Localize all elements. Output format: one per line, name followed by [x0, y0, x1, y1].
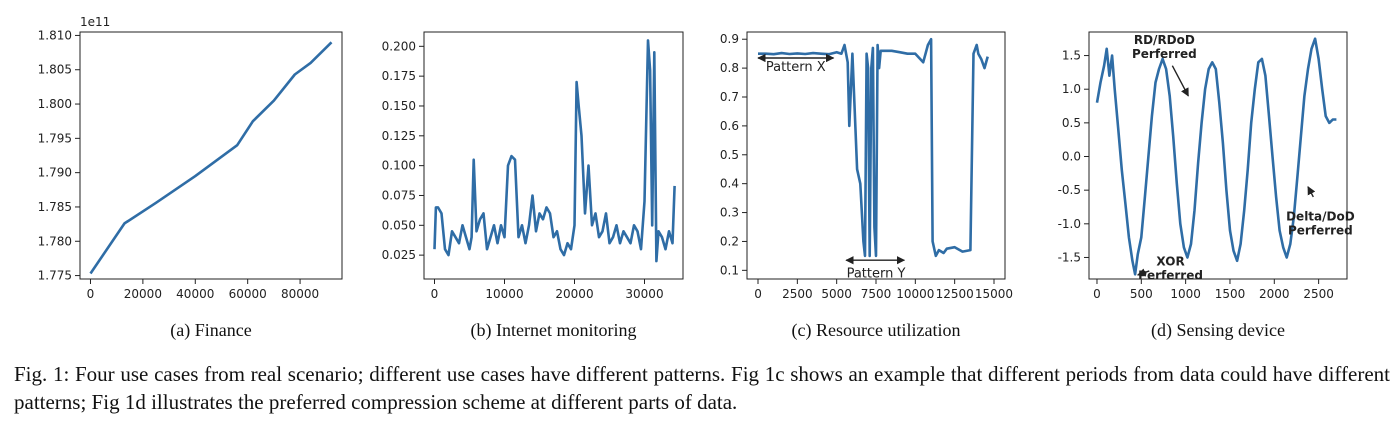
chart-panel-1: 0 20000 40000 60000 80000 1.775 1.780 1.785 1.79… [38, 15, 343, 341]
figure-caption: Fig. 1: Four use cases from real scenari… [14, 362, 1390, 414]
y-tick-label: 1.795 [38, 131, 72, 145]
series-line [89, 41, 333, 275]
x-tick-label: 0 [1093, 287, 1101, 301]
y-tick-label: 0.3 [720, 206, 739, 220]
annotation-arrow [1136, 268, 1150, 277]
y-tick-label: 0.025 [382, 248, 416, 262]
x-tick-label: 10000 [896, 287, 934, 301]
y-tick-label: 0.5 [1062, 116, 1081, 130]
x-tick-label: 15000 [975, 287, 1013, 301]
x-tick-label: 80000 [281, 287, 319, 301]
x-tick-label: 2500 [1303, 287, 1334, 301]
x-tick-label: 2000 [1259, 287, 1290, 301]
y-tick-label: 0.075 [382, 188, 416, 202]
y-tick-label: 0.1 [720, 263, 739, 277]
y-tick-label: 0.200 [382, 39, 416, 53]
y-tick-label: 1.805 [38, 63, 72, 77]
chart-panel-3: 0 2500 5000 7500 10000 12500 15000 0.1 0.2 0.3 0.4… [720, 31, 1013, 341]
chart-panel-2: 0 10000 20000 30000 0.025 0.050 0.075 0.100 0.12… [382, 31, 684, 341]
plot-frame [1088, 31, 1348, 280]
y-tick-label: 0.8 [720, 61, 739, 75]
subcaption: (b) Internet monitoring [471, 320, 637, 341]
x-tick-label: 20000 [124, 287, 162, 301]
y-tick-label: -1.5 [1058, 250, 1081, 264]
y-tick-label: -1.0 [1058, 217, 1081, 231]
plot-frame [423, 31, 684, 280]
x-tick-label: 0 [431, 287, 439, 301]
y-tick-label: -0.5 [1058, 183, 1081, 197]
annotation-label-line2: Perferred [1132, 47, 1197, 61]
x-tick-label: 5000 [821, 287, 852, 301]
y-tick-label: 0.100 [382, 159, 416, 173]
x-tick-label: 12500 [936, 287, 974, 301]
axis-offset-label: 1e11 [80, 15, 110, 29]
y-tick-label: 1.800 [38, 97, 72, 111]
subcaption: (d) Sensing device [1151, 320, 1285, 341]
x-tick-label: 500 [1130, 287, 1153, 301]
figure-panels: 0 20000 40000 60000 800001.7751.7801.7851.79… [38, 15, 1355, 341]
y-tick-label: 0.0 [1062, 150, 1081, 164]
subcaption: (c) Resource utilization [792, 320, 961, 341]
x-tick-label: 7500 [861, 287, 892, 301]
x-tick-label: 1000 [1170, 287, 1201, 301]
annotation-label-line2: Perferred [1138, 269, 1203, 283]
y-tick-label: 0.5 [720, 148, 739, 162]
y-tick-label: 1.5 [1062, 49, 1081, 63]
y-tick-label: 0.9 [720, 32, 739, 46]
annotation-label: RD/RDoD [1134, 33, 1195, 47]
y-tick-label: 1.780 [38, 234, 72, 248]
x-tick-label: 30000 [625, 287, 663, 301]
plot-frame [79, 31, 343, 280]
y-tick-label: 0.7 [720, 90, 739, 104]
y-tick-label: 1.785 [38, 200, 72, 214]
series-line [433, 39, 676, 263]
chart-panel-4: 0 500 1000 1500 2000 2500 -1.5 -1.0 -0.5 0.0 0.5 1.… [1058, 31, 1355, 341]
y-tick-label: 1.810 [38, 28, 72, 42]
y-tick-label: 0.175 [382, 69, 416, 83]
annotation-label: Delta/DoD [1286, 209, 1355, 223]
y-tick-label: 1.775 [38, 269, 72, 283]
x-tick-label: 60000 [229, 287, 267, 301]
y-tick-label: 0.6 [720, 119, 739, 133]
annotation-arrow [1171, 65, 1189, 97]
series-line [1095, 37, 1337, 276]
y-tick-label: 0.4 [720, 177, 739, 191]
x-tick-label: 20000 [555, 287, 593, 301]
x-tick-label: 40000 [176, 287, 214, 301]
annotation-arrow [1307, 186, 1316, 198]
annotation-label: XOR [1156, 255, 1184, 269]
x-tick-label: 10000 [485, 287, 523, 301]
annotation-label-line2: Perferred [1288, 223, 1353, 237]
y-tick-label: 0.050 [382, 218, 416, 232]
y-tick-label: 1.0 [1062, 82, 1081, 96]
x-tick-label: 0 [754, 287, 762, 301]
y-tick-label: 1.790 [38, 166, 72, 180]
x-tick-label: 2500 [782, 287, 813, 301]
y-tick-label: 0.125 [382, 129, 416, 143]
annotation-label: Pattern X [766, 60, 826, 75]
x-tick-label: 1500 [1215, 287, 1246, 301]
y-tick-label: 0.2 [720, 234, 739, 248]
x-tick-label: 0 [87, 287, 95, 301]
subcaption: (a) Finance [170, 320, 251, 341]
y-tick-label: 0.150 [382, 99, 416, 113]
annotation-label: Pattern Y [847, 267, 906, 282]
